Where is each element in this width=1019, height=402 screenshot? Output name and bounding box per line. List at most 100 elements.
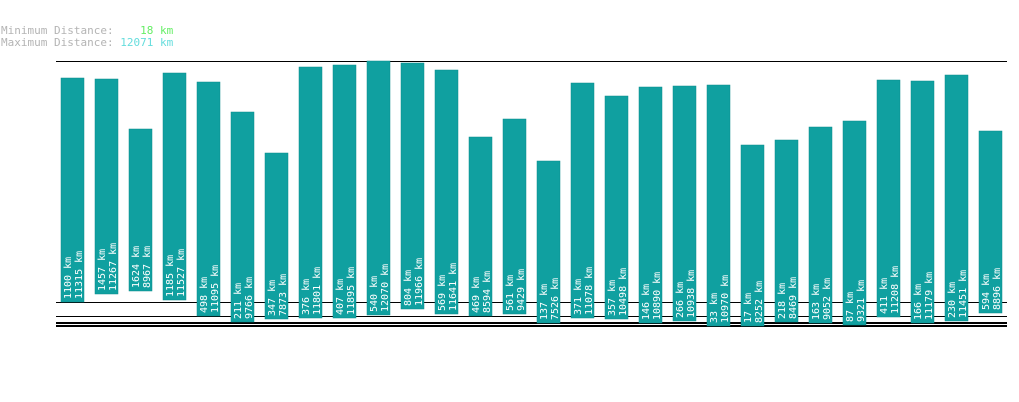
bar <box>638 86 663 324</box>
bar-min-label: 411 km <box>879 278 890 314</box>
bar-min-label: 376 km <box>301 279 312 315</box>
max-distance-label: Maximum Distance: <box>1 36 114 49</box>
bar-group: 166 km 11179 km <box>910 80 935 324</box>
bar <box>604 95 629 320</box>
bar-group: 17 km 8252 km <box>740 144 765 327</box>
bar-group: 33 km 10970 km <box>706 84 731 327</box>
bar-min-label: 146 km <box>641 284 652 320</box>
bar-min-label: 163 km <box>811 284 822 320</box>
bar-group: 347 km 7873 km <box>264 152 289 320</box>
bar-group: 1100 km 11315 km <box>60 77 85 303</box>
bar-max-label: 10938 km <box>686 270 697 318</box>
bar-max-label: 10498 km <box>618 268 629 316</box>
bar-max-label: 11641 km <box>448 263 459 311</box>
bar <box>876 79 901 318</box>
bar-max-label: 8594 km <box>482 271 493 313</box>
bar-min-label: 218 km <box>777 283 788 319</box>
bar-max-label: 9052 km <box>822 278 833 320</box>
bar <box>808 126 833 324</box>
bar-min-label: 1457 km <box>97 249 108 291</box>
bar-group: 469 km 8594 km <box>468 136 493 317</box>
bar-max-label: 11095 km <box>210 265 221 313</box>
bar-min-label: 87 km <box>845 292 856 322</box>
bar-max-label: 11078 km <box>584 267 595 315</box>
bar-group: 411 km 11208 km <box>876 79 901 318</box>
bar-min-label: 347 km <box>267 280 278 316</box>
bar-max-label: 8967 km <box>142 246 153 288</box>
bar-group: 561 km 9429 km <box>502 118 527 315</box>
bar-max-label: 11208 km <box>890 266 901 314</box>
bar-group: 371 km 11078 km <box>570 82 595 319</box>
bar-min-label: 33 km <box>709 293 720 323</box>
bar-max-label: 11527 km <box>176 249 187 297</box>
bar <box>128 128 153 292</box>
bar-min-label: 230 km <box>947 282 958 318</box>
bar-min-label: 17 km <box>743 293 754 323</box>
bar-min-label: 357 km <box>607 280 618 316</box>
bar-group: 1185 km 11527 km <box>162 72 187 301</box>
bar-min-label: 1185 km <box>165 255 176 297</box>
bar-min-label: 211 km <box>233 283 244 319</box>
bar <box>502 118 527 315</box>
bars: 1100 km 11315 km 1457 km 11267 km 1624 km 896… <box>60 60 1003 327</box>
bar-group: 218 km 8469 km <box>774 139 799 323</box>
bar-max-label: 7526 km <box>550 278 561 320</box>
bar-min-label: 561 km <box>505 275 516 311</box>
bar-max-label: 10890 km <box>652 272 663 320</box>
bar <box>230 111 255 323</box>
legend: Minimum Distance: 18 km Maximum Distance… <box>1 25 173 49</box>
bar <box>672 85 697 322</box>
bar-min-label: 137 km <box>539 284 550 320</box>
bar <box>332 64 357 319</box>
bar-group: 357 km 10498 km <box>604 95 629 320</box>
bar-min-label: 804 km <box>403 270 414 306</box>
bar-group: 163 km 9052 km <box>808 126 833 324</box>
bar-min-label: 266 km <box>675 282 686 318</box>
bar-max-label: 11179 km <box>924 272 935 320</box>
bar-max-label: 11315 km <box>74 251 85 299</box>
bar <box>468 136 493 317</box>
bar <box>978 130 1003 314</box>
bar <box>264 152 289 320</box>
bar-max-label: 9321 km <box>856 280 867 322</box>
bar-group: 87 km 9321 km <box>842 120 867 326</box>
bar <box>774 139 799 323</box>
bar-group: 804 km 11966 km <box>400 62 425 310</box>
min-distance-label: Minimum Distance: <box>1 24 114 37</box>
bar-group: 1624 km 8967 km <box>128 128 153 292</box>
bar-max-label: 8252 km <box>754 281 765 323</box>
bar-min-label: 540 km <box>369 276 380 312</box>
bar-max-label: 8469 km <box>788 277 799 319</box>
bar-group: 569 km 11641 km <box>434 69 459 315</box>
bar-max-label: 12070 km <box>380 264 391 312</box>
bar <box>400 62 425 310</box>
bar-min-label: 569 km <box>437 275 448 311</box>
bar-group: 230 km 11451 km <box>944 74 969 322</box>
bar-group: 1457 km 11267 km <box>94 78 119 295</box>
bar <box>706 84 731 327</box>
bar-group: 211 km 9766 km <box>230 111 255 323</box>
bar-min-label: 498 km <box>199 277 210 313</box>
bar <box>740 144 765 327</box>
bar <box>434 69 459 315</box>
bar-min-label: 407 km <box>335 279 346 315</box>
bar-max-label: 7873 km <box>278 274 289 316</box>
bar <box>298 66 323 319</box>
bar-min-label: 469 km <box>471 277 482 313</box>
bar-max-label: 9429 km <box>516 269 527 311</box>
bar-group: 407 km 11895 km <box>332 64 357 319</box>
bar-group: 594 km 8896 km <box>978 130 1003 314</box>
bar-group: 376 km 11801 km <box>298 66 323 319</box>
bar-min-label: 166 km <box>913 284 924 320</box>
bar <box>536 160 561 324</box>
bar-max-label: 11895 km <box>346 267 357 315</box>
bar <box>366 60 391 316</box>
bar-max-label: 10970 km <box>720 275 731 323</box>
bar-group: 146 km 10890 km <box>638 86 663 324</box>
bar <box>94 78 119 295</box>
bar <box>842 120 867 326</box>
bar <box>570 82 595 319</box>
bar-max-label: 11267 km <box>108 243 119 291</box>
bar-max-label: 11451 km <box>958 270 969 318</box>
